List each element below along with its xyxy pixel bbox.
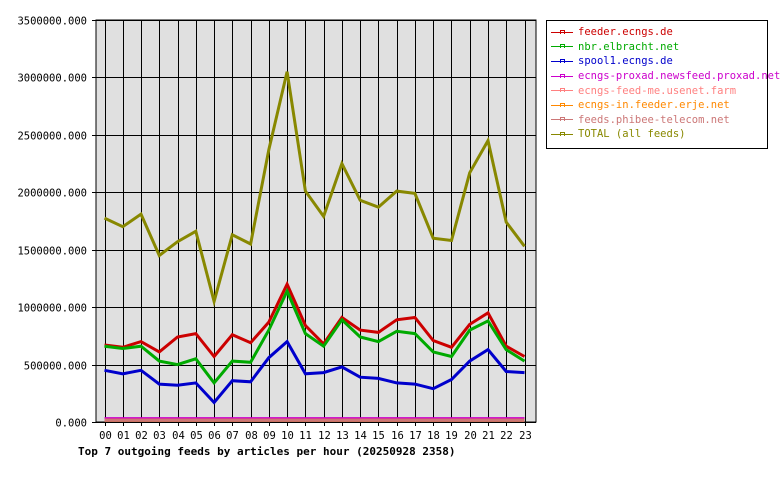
x-tick-label: 14 (354, 430, 367, 442)
x-tick-label: 07 (226, 430, 239, 442)
series-line (104, 339, 525, 405)
legend-item: ecngs-in.feeder.erje.net (551, 98, 767, 113)
x-tick-label: 23 (519, 430, 532, 442)
x-tick-label: 06 (208, 430, 221, 442)
x-tick-label: 13 (336, 430, 349, 442)
y-tick-label: 3500000.000 (17, 16, 87, 28)
x-tick-label: 22 (500, 430, 513, 442)
legend-line-icon (551, 28, 573, 37)
x-tick-label: 01 (117, 430, 130, 442)
y-tick-label: 2000000.000 (17, 188, 87, 200)
chart-title: Top 7 outgoing feeds by articles per hou… (78, 445, 456, 458)
legend-item: spool1.ecngs.de (551, 54, 767, 69)
legend-label: spool1.ecngs.de (578, 55, 673, 68)
y-tick-label: 3000000.000 (17, 73, 87, 85)
y-axis-ticks: 0.000 500000.000 1000000.000 1500000.000 200… (17, 16, 96, 430)
legend-label: ecngs-proxad.newsfeed.proxad.net (578, 70, 780, 83)
x-tick-label: 18 (427, 430, 440, 442)
series-line (104, 280, 526, 359)
legend-line-icon (551, 101, 573, 110)
series-line (104, 287, 526, 386)
legend-item: ecngs-proxad.newsfeed.proxad.net (551, 69, 780, 84)
legend-label: feeds.phibee-telecom.net (578, 113, 730, 126)
x-tick-label: 05 (190, 430, 203, 442)
legend-item: ecngs-feed-me.usenet.farm (551, 83, 767, 98)
y-tick-label: 1500000.000 (17, 246, 87, 258)
x-tick-label: 10 (281, 430, 294, 442)
data-series (103, 71, 526, 422)
y-tick-label: 1000000.000 (17, 303, 87, 315)
x-tick-label: 00 (99, 430, 112, 442)
legend-label: feeder.ecngs.de (578, 26, 673, 39)
plot-area (95, 19, 537, 423)
x-tick-label: 20 (464, 430, 477, 442)
legend-item: feeds.phibee-telecom.net (551, 113, 767, 128)
x-tick-label: 08 (245, 430, 258, 442)
legend-item: TOTAL (all feeds) (551, 127, 767, 142)
legend-label: ecngs-in.feeder.erje.net (578, 99, 730, 112)
legend-line-icon (551, 57, 573, 66)
legend-line-icon (551, 42, 573, 51)
grid-lines (96, 20, 536, 423)
y-tick-label: 2500000.000 (17, 131, 87, 143)
x-axis-ticks: 00 01 02 03 04 05 06 07 08 09 10 11 12 13 14 15 16 17 18 19… (99, 422, 532, 442)
legend-line-icon (551, 115, 573, 124)
legend-label: ecngs-feed-me.usenet.farm (578, 84, 737, 97)
x-tick-label: 04 (172, 430, 185, 442)
x-tick-label: 09 (263, 430, 276, 442)
x-tick-label: 19 (445, 430, 458, 442)
legend-label: nbr.elbracht.net (578, 40, 680, 53)
legend-item: feeder.ecngs.de (551, 25, 767, 40)
legend-line-icon (551, 72, 573, 81)
legend-line-icon (551, 130, 573, 139)
x-tick-label: 12 (318, 430, 331, 442)
legend-item: nbr.elbracht.net (551, 40, 767, 55)
x-tick-label: 17 (409, 430, 422, 442)
x-tick-label: 16 (391, 430, 404, 442)
x-tick-label: 21 (482, 430, 495, 442)
series-line (103, 71, 526, 308)
x-tick-label: 11 (299, 430, 312, 442)
x-tick-label: 15 (372, 430, 385, 442)
x-tick-label: 02 (135, 430, 148, 442)
legend-label: TOTAL (all feeds) (578, 128, 686, 141)
legend-line-icon (551, 86, 573, 95)
x-tick-label: 03 (153, 430, 166, 442)
y-tick-label: 500000.000 (24, 361, 87, 373)
legend: feeder.ecngs.de nbr.elbracht.net spool1.ec… (546, 20, 780, 149)
y-tick-label: 0.000 (55, 418, 87, 430)
